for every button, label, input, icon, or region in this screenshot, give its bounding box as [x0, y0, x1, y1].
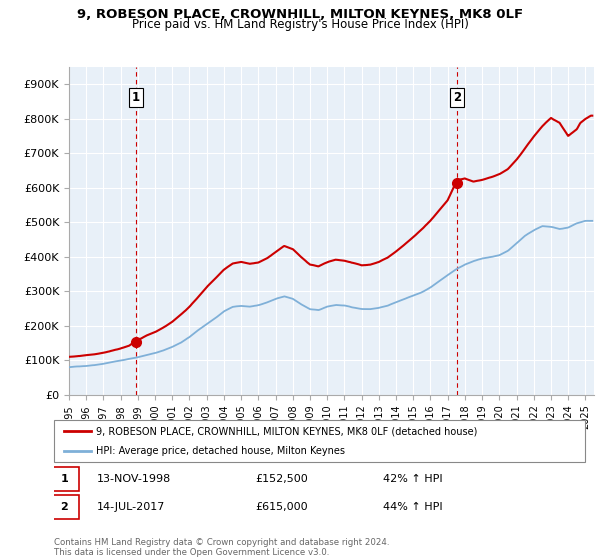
- Text: 1: 1: [60, 474, 68, 484]
- FancyBboxPatch shape: [49, 495, 79, 519]
- Text: 44% ↑ HPI: 44% ↑ HPI: [383, 502, 443, 512]
- Text: £615,000: £615,000: [256, 502, 308, 512]
- Text: 13-NOV-1998: 13-NOV-1998: [97, 474, 171, 484]
- Text: 14-JUL-2017: 14-JUL-2017: [97, 502, 165, 512]
- Text: 9, ROBESON PLACE, CROWNHILL, MILTON KEYNES, MK8 0LF (detached house): 9, ROBESON PLACE, CROWNHILL, MILTON KEYN…: [97, 426, 478, 436]
- FancyBboxPatch shape: [49, 467, 79, 491]
- Text: £152,500: £152,500: [256, 474, 308, 484]
- Text: HPI: Average price, detached house, Milton Keynes: HPI: Average price, detached house, Milt…: [97, 446, 346, 456]
- Text: 42% ↑ HPI: 42% ↑ HPI: [383, 474, 443, 484]
- Text: 9, ROBESON PLACE, CROWNHILL, MILTON KEYNES, MK8 0LF: 9, ROBESON PLACE, CROWNHILL, MILTON KEYN…: [77, 8, 523, 21]
- FancyBboxPatch shape: [54, 420, 585, 462]
- Text: 2: 2: [453, 91, 461, 104]
- Text: 1: 1: [131, 91, 140, 104]
- Text: Contains HM Land Registry data © Crown copyright and database right 2024.
This d: Contains HM Land Registry data © Crown c…: [54, 538, 389, 557]
- Text: 2: 2: [60, 502, 68, 512]
- Text: Price paid vs. HM Land Registry's House Price Index (HPI): Price paid vs. HM Land Registry's House …: [131, 18, 469, 31]
